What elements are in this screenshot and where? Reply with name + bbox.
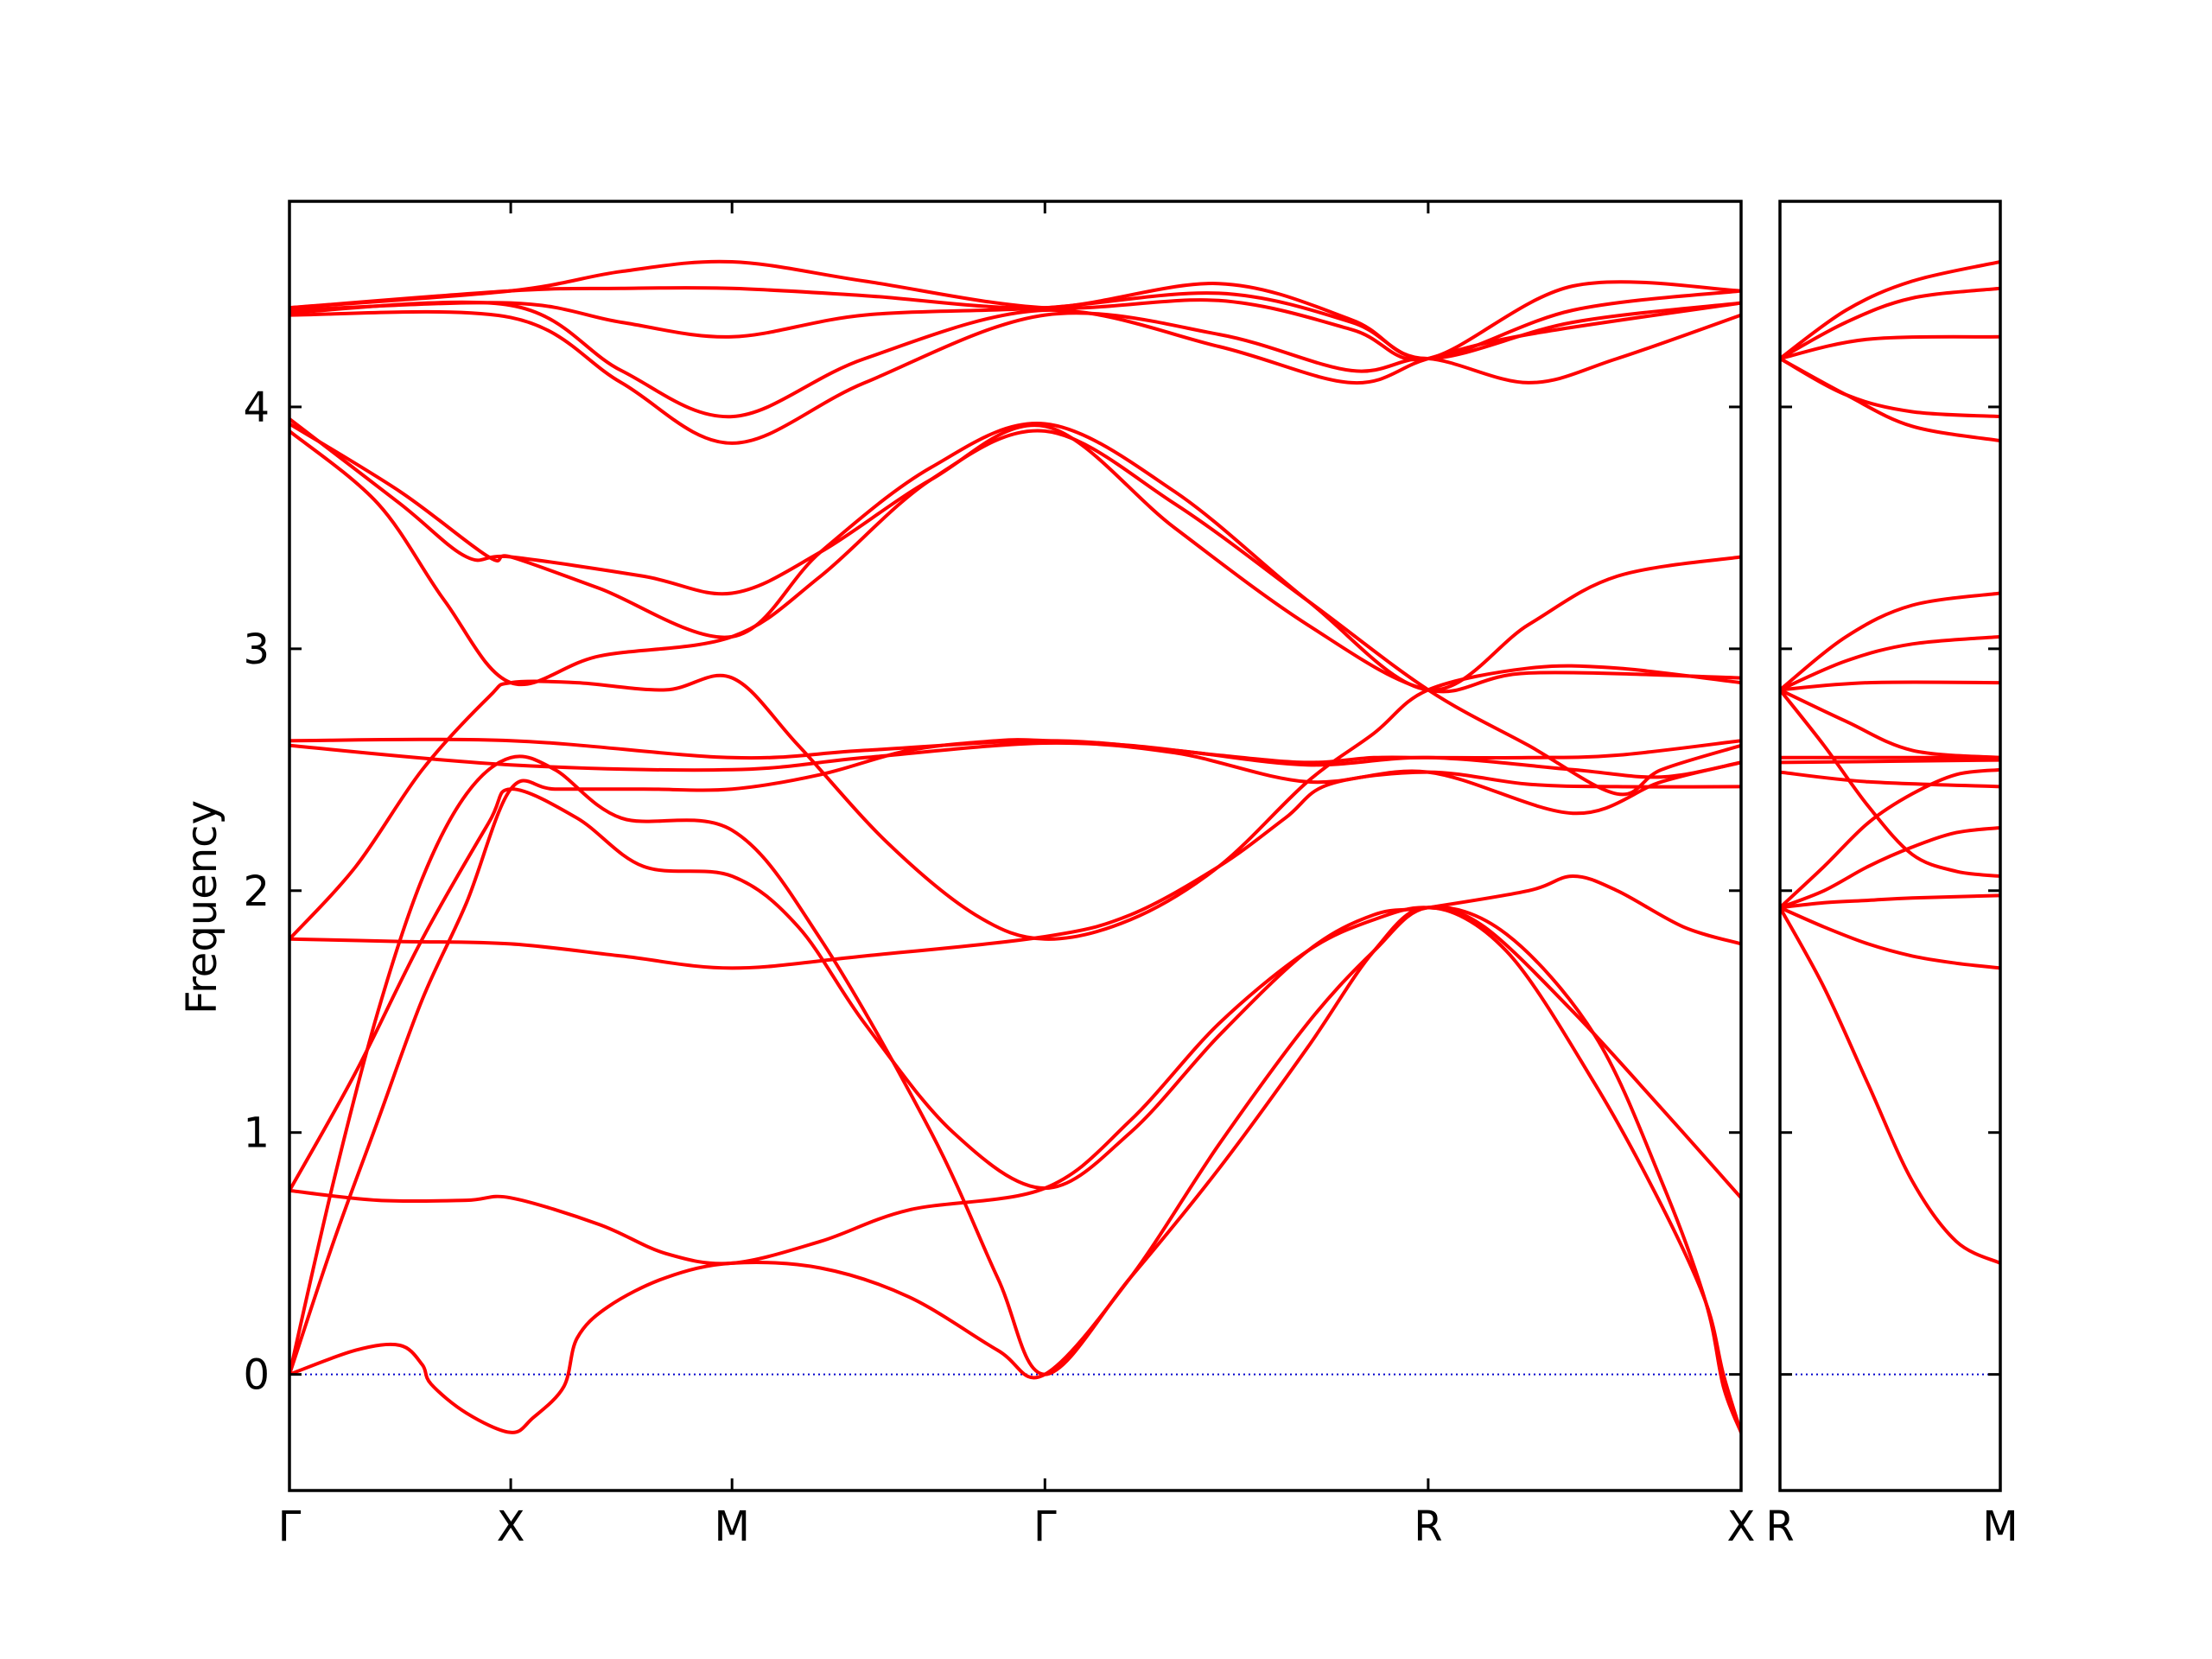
- y-tick-label: 2: [243, 868, 270, 916]
- x-tick-label: X: [497, 1503, 525, 1551]
- band-line-10: [1780, 688, 2000, 760]
- band-line-7: [289, 754, 1741, 1434]
- band-line-18: [1780, 260, 2000, 360]
- band-line-17: [289, 259, 1741, 362]
- band-line-9: [289, 741, 1741, 816]
- band-line-5: [1780, 767, 2000, 910]
- band-line-4: [1780, 826, 2000, 910]
- x-tick-label: R: [1414, 1503, 1442, 1551]
- y-axis-tick-labels: 0 1 2 3 4: [243, 384, 270, 1400]
- band-line-3: [289, 787, 1741, 1192]
- band-line-12: [289, 416, 1741, 694]
- band-line-14: [289, 300, 1741, 419]
- y-axis-label: Frequency: [178, 800, 226, 1014]
- band-line-12: [1780, 634, 2000, 692]
- band-line-11: [289, 422, 1741, 692]
- plot-area: [289, 259, 1741, 1434]
- y-tick-label: 0: [243, 1351, 270, 1400]
- x-tick-label: M: [714, 1503, 749, 1551]
- y-tick-label: 4: [243, 384, 270, 432]
- axes-frame: [1778, 200, 2002, 1492]
- band-line-2: [1780, 906, 2000, 970]
- plot-area: [1780, 260, 2000, 1376]
- band-line-17: [1780, 286, 2000, 360]
- band-line-1: [1780, 906, 2000, 1265]
- axes-frame: [288, 200, 1743, 1492]
- band-line-15: [1780, 357, 2000, 419]
- x-tick-label: Γ: [1033, 1503, 1057, 1551]
- band-line-13: [1780, 591, 2000, 692]
- band-line-8: [1780, 758, 2000, 765]
- x-tick-label: Γ: [278, 1503, 302, 1551]
- x-tick-label: M: [1982, 1503, 2018, 1551]
- y-tick-label: 1: [243, 1109, 270, 1158]
- band-line-6: [1780, 770, 2000, 789]
- band-line-4: [289, 906, 1741, 1266]
- x-tick-label: R: [1765, 1503, 1794, 1551]
- x-tick-label: X: [1727, 1503, 1756, 1551]
- band-line-3: [1780, 893, 2000, 910]
- band-line-13: [289, 309, 1741, 445]
- band-line-9: [1780, 688, 2000, 878]
- band-line-16: [1780, 334, 2000, 360]
- y-tick-label: 3: [243, 626, 270, 674]
- band-line-11: [1780, 680, 2000, 692]
- band-line-5: [289, 770, 1741, 970]
